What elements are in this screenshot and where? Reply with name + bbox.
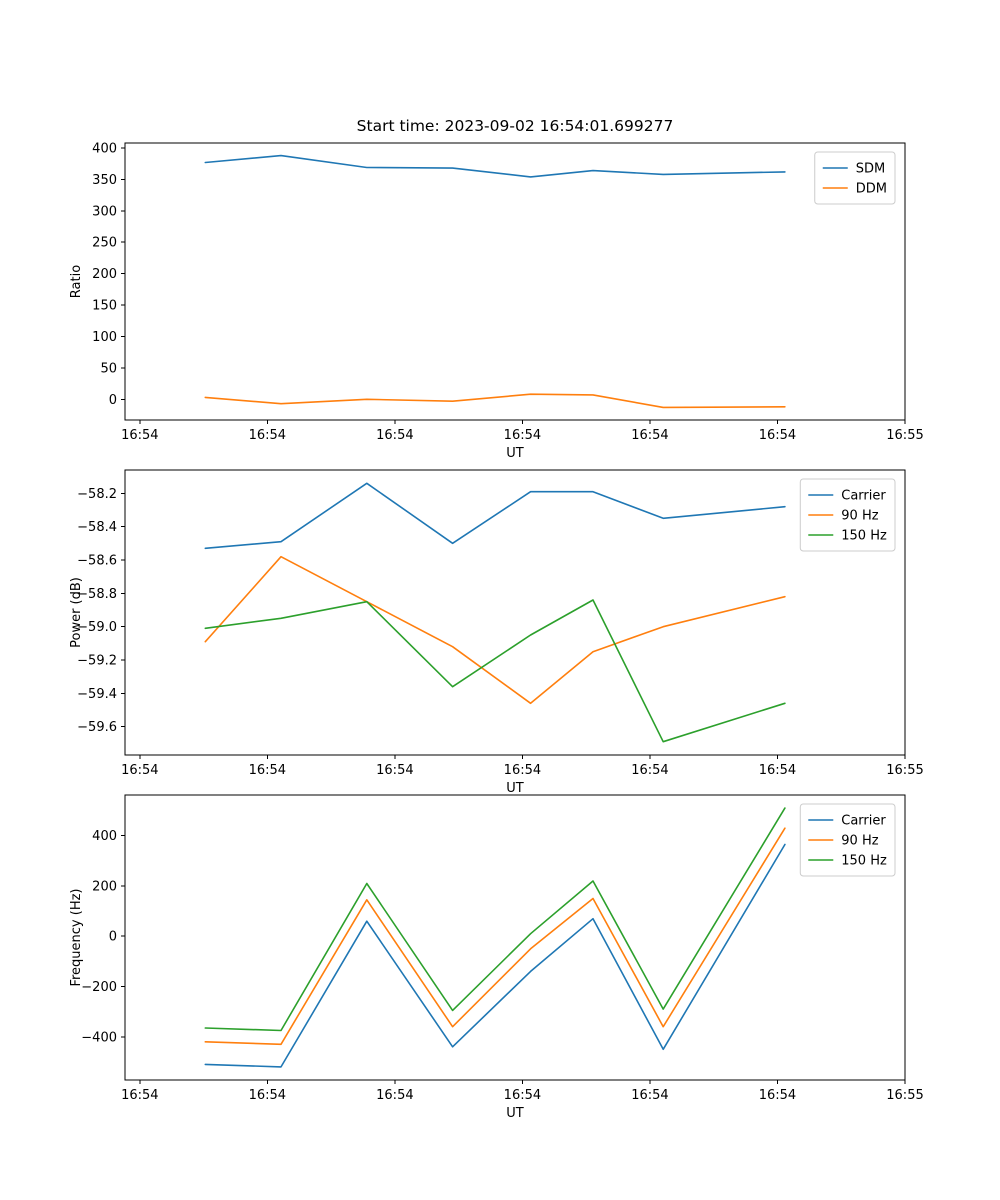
x-axis-title: UT <box>506 446 524 461</box>
y-tick-label: −58.2 <box>77 487 117 502</box>
x-tick-label: 16:54 <box>759 1088 796 1103</box>
y-tick-label: 350 <box>92 173 117 188</box>
y-tick-label: 250 <box>92 236 117 251</box>
y-tick-label: −58.4 <box>77 520 117 535</box>
y-tick-label: 0 <box>109 930 117 945</box>
legend: SDM DDM <box>814 151 896 205</box>
x-tick-label: 16:54 <box>759 763 796 778</box>
x-tick-label: 16:54 <box>121 428 158 443</box>
y-axis-title: Frequency (Hz) <box>69 888 84 986</box>
axes-frame <box>124 469 906 756</box>
x-tick-label: 16:54 <box>376 428 413 443</box>
legend-label: 150 Hz <box>841 854 887 869</box>
y-tick-label: 0 <box>109 393 117 408</box>
y-tick-label: −59.2 <box>77 654 117 669</box>
y-axis-title: Ratio <box>69 265 84 298</box>
plot-title: Start time: 2023-09-02 16:54:01.699277 <box>357 117 674 135</box>
series-line-90-hz <box>204 827 786 1046</box>
legend-box <box>799 478 896 552</box>
x-tick-label: 16:54 <box>249 763 286 778</box>
y-tick-label: 400 <box>92 829 117 844</box>
x-tick-label: 16:54 <box>121 1088 158 1103</box>
x-axis-title: UT <box>506 781 524 796</box>
y-tick-label: −400 <box>81 1030 117 1045</box>
y-tick-label: 400 <box>92 142 117 157</box>
series-line-150-hz <box>204 599 786 743</box>
legend-label: SDM <box>856 162 885 177</box>
y-axis-title: Power (dB) <box>69 577 84 648</box>
x-tick-label: 16:54 <box>504 763 541 778</box>
series-line-ddm <box>204 393 786 409</box>
series-line-carrier <box>204 482 786 550</box>
x-tick-label: 16:54 <box>504 1088 541 1103</box>
x-tick-label: 16:54 <box>631 1088 668 1103</box>
legend-label: Carrier <box>841 814 886 829</box>
legend-label: DDM <box>856 182 887 197</box>
axes-1: −58.2 −58.4 −58.6 −58.8 −59.0 −59.2 −59.4 −59.6… <box>69 469 924 796</box>
series-line-sdm <box>204 154 786 178</box>
y-tick-label: −59.4 <box>77 687 117 702</box>
y-tick-label: −58.8 <box>77 587 117 602</box>
x-tick-label: 16:54 <box>249 428 286 443</box>
series-line-carrier <box>204 843 786 1068</box>
legend-box <box>799 803 896 877</box>
axes-0: 0 50 100 150 200 250 300 350 400 16:54 16:54 16:54 1… <box>69 117 924 461</box>
y-tick-label: −200 <box>81 980 117 995</box>
legend-box <box>814 151 896 205</box>
axes-2: 400 200 0 −200 −400 16:54 16:54 16:54 16:54 16:54… <box>69 794 924 1121</box>
x-tick-label: 16:55 <box>886 763 923 778</box>
y-tick-label: −58.6 <box>77 554 117 569</box>
legend-label: 150 Hz <box>841 529 887 544</box>
x-tick-label: 16:54 <box>249 1088 286 1103</box>
series-line-150-hz <box>204 807 786 1032</box>
x-tick-label: 16:54 <box>121 763 158 778</box>
y-tick-label: 200 <box>92 879 117 894</box>
x-tick-label: 16:54 <box>631 763 668 778</box>
y-tick-label: 200 <box>92 267 117 282</box>
axes-frame <box>124 142 906 421</box>
legend-label: 90 Hz <box>841 509 878 524</box>
y-tick-label: −59.6 <box>77 720 117 735</box>
y-tick-label: 300 <box>92 204 117 219</box>
y-tick-label: 100 <box>92 330 117 345</box>
x-tick-label: 16:55 <box>886 1088 923 1103</box>
legend: Carrier 90 Hz 150 Hz <box>799 803 896 877</box>
x-tick-label: 16:54 <box>504 428 541 443</box>
legend-label: Carrier <box>841 489 886 504</box>
y-tick-label: 150 <box>92 299 117 314</box>
x-tick-label: 16:55 <box>886 428 923 443</box>
legend-label: 90 Hz <box>841 834 878 849</box>
y-tick-label: −59.0 <box>77 620 117 635</box>
y-tick-label: 50 <box>100 361 117 376</box>
x-tick-label: 16:54 <box>376 1088 413 1103</box>
series-line-90-hz <box>204 555 786 705</box>
x-tick-label: 16:54 <box>631 428 668 443</box>
x-tick-label: 16:54 <box>376 763 413 778</box>
axes-frame <box>124 794 906 1081</box>
legend: Carrier 90 Hz 150 Hz <box>799 478 896 552</box>
x-axis-title: UT <box>506 1106 524 1121</box>
x-tick-label: 16:54 <box>759 428 796 443</box>
